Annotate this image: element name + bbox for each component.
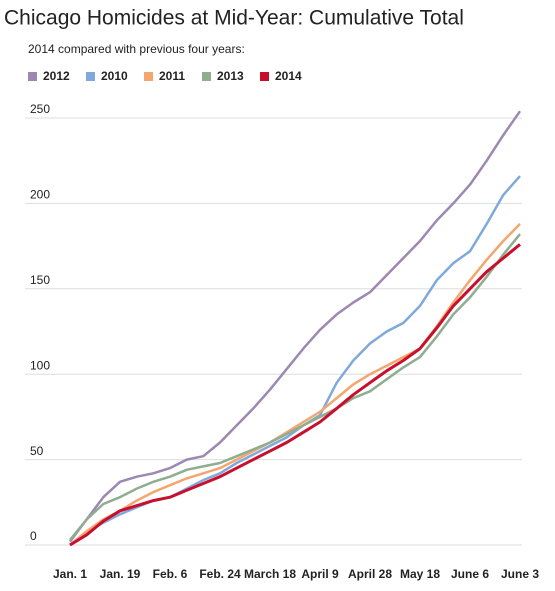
series-line <box>69 223 521 546</box>
x-tick-label: Jan. 1 <box>53 567 87 581</box>
x-tick-label: June 3 <box>501 567 539 581</box>
legend-swatch <box>260 72 269 81</box>
x-tick-label: Feb. 24 <box>199 567 241 581</box>
x-tick-label: June 6 <box>451 567 489 581</box>
series-line <box>69 110 522 543</box>
y-tick-label: 100 <box>30 358 50 372</box>
x-tick-label: April 28 <box>348 567 392 581</box>
y-tick-label: 150 <box>30 273 50 287</box>
x-tick-label: Feb. 6 <box>153 567 188 581</box>
legend-label: 2010 <box>101 69 128 83</box>
series-line <box>69 243 521 547</box>
legend-label: 2013 <box>217 69 244 83</box>
x-tick-label: May 18 <box>400 567 440 581</box>
y-tick-label: 200 <box>30 188 50 202</box>
series-line <box>69 233 521 541</box>
legend-swatch <box>86 72 95 81</box>
legend-label: 2014 <box>275 69 302 83</box>
y-tick-label: 250 <box>30 102 50 116</box>
x-tick-label: March 18 <box>244 567 296 581</box>
x-tick-label: April 9 <box>301 567 339 581</box>
legend-swatch <box>144 72 153 81</box>
legend-label: 2012 <box>43 69 70 83</box>
chart-subtitle: 2014 compared with previous four years: <box>28 42 245 56</box>
y-tick-label: 0 <box>30 529 37 543</box>
y-tick-label: 50 <box>30 444 44 458</box>
legend-label: 2011 <box>159 69 185 83</box>
x-tick-label: Jan. 19 <box>100 567 141 581</box>
chart-title: Chicago Homicides at Mid-Year: Cumulativ… <box>4 7 464 30</box>
legend-swatch <box>28 72 37 81</box>
legend-swatch <box>202 72 211 81</box>
